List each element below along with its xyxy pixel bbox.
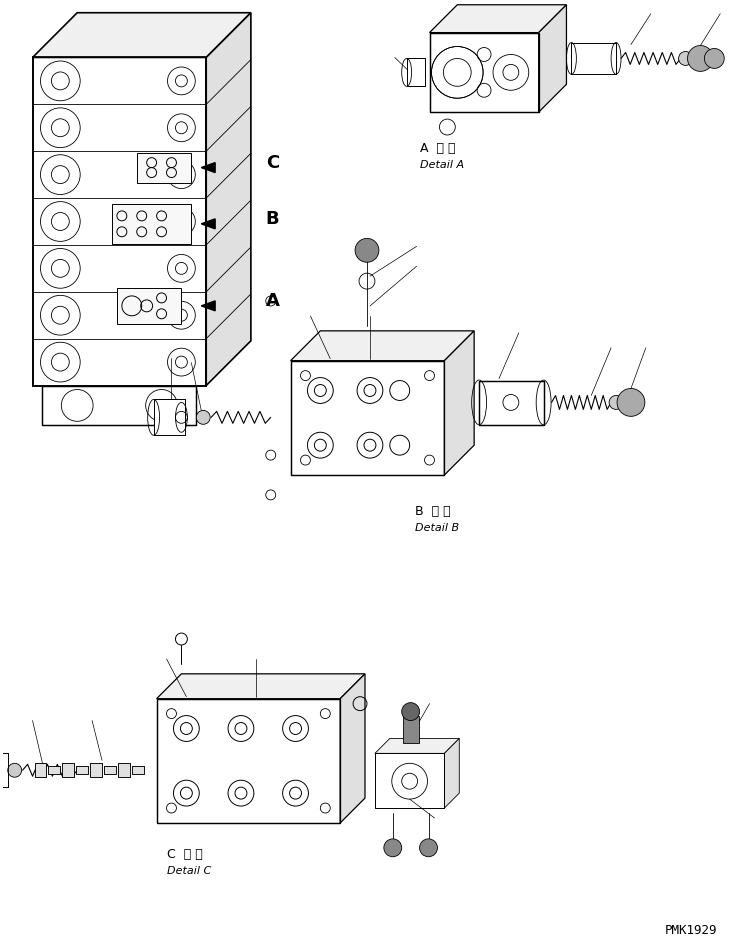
Text: A: A	[266, 292, 280, 310]
Polygon shape	[206, 12, 251, 386]
Bar	[429, 32, 539, 112]
Bar	[407, 59, 424, 86]
Text: Detail C: Detail C	[166, 865, 211, 876]
Bar	[104, 767, 116, 774]
Circle shape	[402, 703, 420, 720]
Text: Detail A: Detail A	[420, 160, 464, 170]
Circle shape	[8, 763, 22, 777]
Text: A  詳 細: A 詳 細	[420, 142, 455, 155]
Circle shape	[432, 47, 483, 98]
Bar	[112, 204, 191, 244]
Circle shape	[609, 395, 623, 409]
Circle shape	[617, 389, 645, 416]
Polygon shape	[291, 331, 474, 361]
Bar	[572, 43, 616, 74]
Bar	[90, 763, 102, 777]
Bar	[375, 753, 445, 808]
Bar	[375, 753, 445, 808]
Bar	[118, 763, 130, 777]
Bar	[157, 698, 340, 823]
Bar	[132, 767, 144, 774]
Bar	[154, 399, 185, 435]
Circle shape	[420, 839, 437, 857]
Bar	[33, 57, 206, 386]
Bar	[90, 763, 102, 777]
Bar	[77, 767, 88, 774]
Bar	[132, 767, 144, 774]
Bar	[62, 763, 74, 777]
Text: C: C	[266, 154, 279, 172]
Bar	[48, 767, 61, 774]
Bar	[0, 753, 8, 788]
Bar	[104, 767, 116, 774]
Polygon shape	[445, 738, 459, 808]
Bar	[137, 153, 191, 182]
Circle shape	[704, 48, 724, 68]
Text: PMK1929: PMK1929	[665, 924, 717, 938]
Polygon shape	[201, 218, 215, 229]
Bar	[479, 381, 544, 426]
Polygon shape	[429, 5, 566, 32]
Bar	[48, 767, 61, 774]
Circle shape	[384, 839, 402, 857]
Bar	[154, 399, 185, 435]
Bar	[572, 43, 616, 74]
Polygon shape	[445, 331, 474, 475]
Text: B  詳 細: B 詳 細	[415, 504, 451, 518]
Text: B: B	[266, 210, 279, 228]
Text: Detail B: Detail B	[415, 522, 459, 533]
Polygon shape	[375, 738, 459, 753]
Bar	[77, 767, 88, 774]
Bar	[33, 57, 206, 386]
Bar	[42, 386, 196, 426]
Bar	[291, 361, 445, 475]
Bar	[0, 753, 8, 788]
Bar	[157, 698, 340, 823]
Circle shape	[687, 46, 713, 71]
Bar	[117, 288, 182, 324]
Polygon shape	[201, 162, 215, 173]
Bar	[34, 763, 47, 777]
Polygon shape	[33, 12, 251, 57]
Bar	[402, 715, 418, 744]
Bar	[479, 381, 544, 426]
Bar	[429, 32, 539, 112]
Polygon shape	[157, 674, 365, 698]
Bar	[62, 763, 74, 777]
Text: C  詳 細: C 詳 細	[166, 847, 202, 861]
Bar	[291, 361, 445, 475]
Bar	[407, 59, 424, 86]
Circle shape	[196, 410, 210, 425]
Polygon shape	[340, 674, 365, 823]
Bar	[118, 763, 130, 777]
Polygon shape	[539, 5, 566, 112]
Bar	[42, 386, 196, 426]
Circle shape	[679, 51, 693, 66]
Bar	[34, 763, 47, 777]
Circle shape	[355, 238, 379, 262]
Polygon shape	[201, 301, 215, 311]
